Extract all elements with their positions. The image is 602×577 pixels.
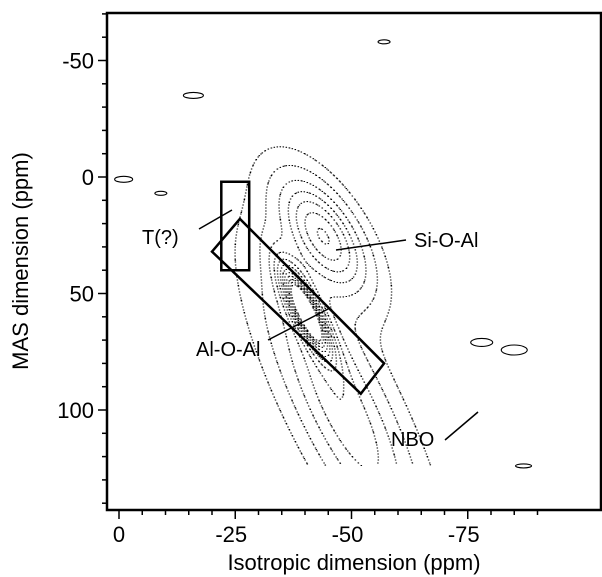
contour-level: [290, 284, 323, 342]
assignment-boxes: [210, 180, 386, 396]
box-al-o-al: [210, 217, 386, 396]
label-nbo: NBO: [391, 429, 434, 451]
leader-al-o-al: [267, 307, 331, 341]
x-tick-label: 0: [113, 522, 125, 547]
y-tick-label: 0: [82, 165, 94, 190]
y-tick-label: -50: [62, 49, 94, 74]
contour-level: [273, 191, 380, 467]
contour-island: [182, 91, 204, 99]
y-axis-title: MAS dimension (ppm): [8, 152, 33, 370]
contour-island: [500, 344, 528, 356]
label-al-o-al: Al-O-Al: [196, 339, 260, 361]
x-tick-label: -75: [448, 522, 480, 547]
leader-si-o-al: [335, 239, 407, 251]
y-tick-label: 50: [70, 282, 94, 307]
x-tick-label: -50: [332, 522, 364, 547]
tick-labels: 0 -25 -50 -75 -50 0 50 100: [57, 49, 479, 548]
contour-level: [268, 179, 398, 464]
contour-island: [470, 337, 494, 347]
x-axis-title: Isotropic dimension (ppm): [227, 550, 480, 575]
contour-lines: [114, 39, 533, 469]
contour-island: [514, 463, 533, 469]
contour-level: [259, 164, 414, 466]
contour-island: [114, 175, 134, 183]
leader-nbo: [444, 411, 479, 441]
contour-island: [377, 39, 391, 45]
annotations: T(?) Si-O-Al Al-O-Al NBO: [142, 209, 479, 451]
leader-t: [198, 209, 233, 230]
label-t: T(?): [142, 227, 179, 249]
contour-level: [287, 278, 327, 348]
axis-ticks: [98, 13, 539, 519]
label-si-o-al: Si-O-Al: [414, 230, 478, 252]
x-tick-label: -25: [215, 522, 247, 547]
contour-island: [154, 190, 168, 196]
contour-level: [234, 146, 432, 466]
contour-level: [285, 275, 329, 352]
contour-level: [276, 201, 351, 400]
plot-frame: [105, 11, 602, 512]
y-tick-label: 100: [57, 398, 94, 423]
